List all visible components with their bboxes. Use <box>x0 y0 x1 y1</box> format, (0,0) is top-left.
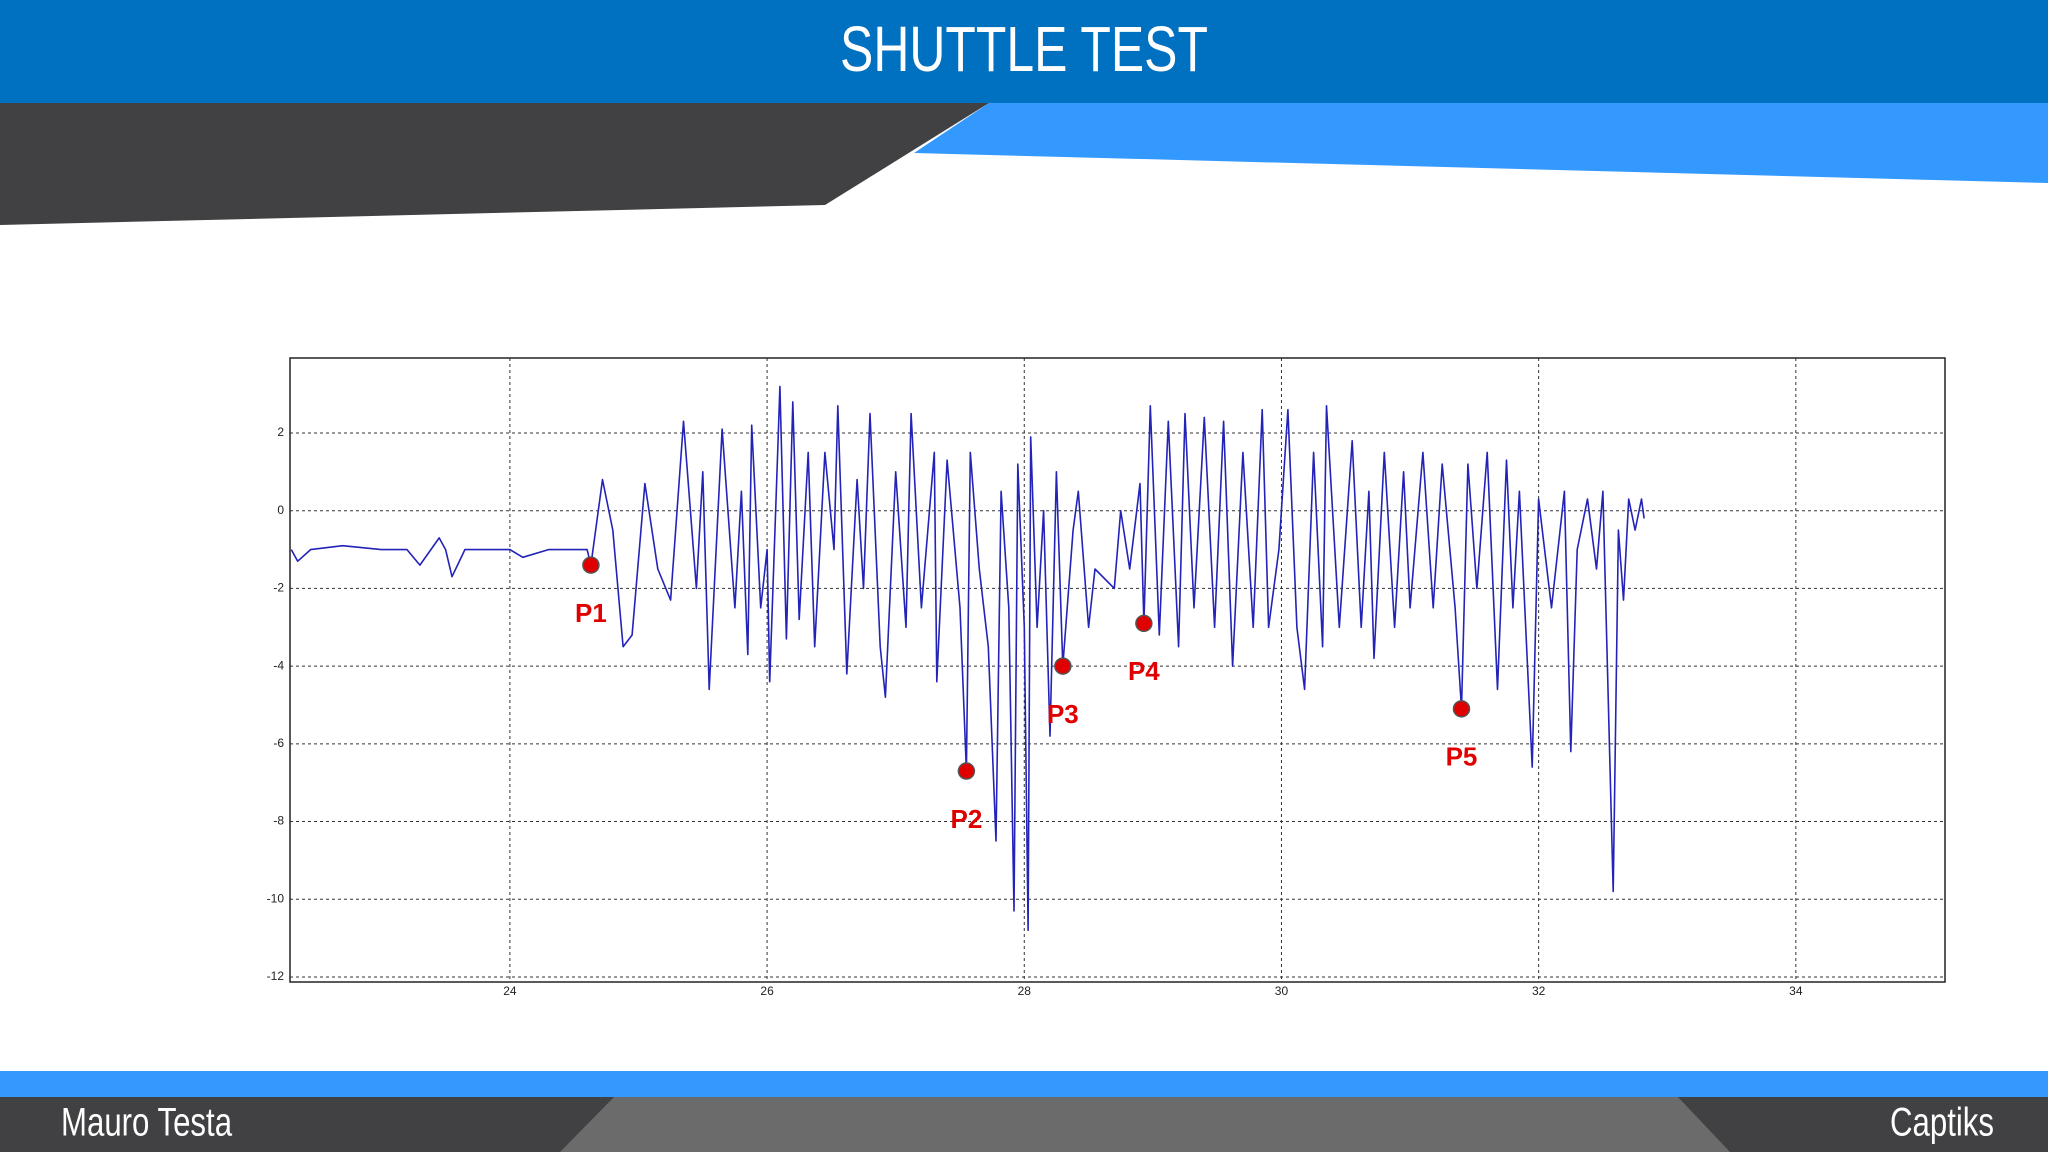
x-tick-label: 28 <box>1018 984 1032 998</box>
event-label: P3 <box>1047 699 1079 729</box>
footer-center <box>560 1097 1730 1152</box>
footer-right: Captiks <box>1890 1100 1994 1145</box>
y-tick-label: -6 <box>273 736 284 750</box>
y-tick-label: -4 <box>273 658 284 672</box>
y-tick-label: -8 <box>273 814 284 828</box>
event-marker <box>1054 657 1072 675</box>
event-label: P5 <box>1446 742 1478 772</box>
y-tick-label: -10 <box>267 891 285 905</box>
plot: 2 0 -2 -4 -6 -8 -10 -12 24 26 28 30 32 34 P1 P2 P3 P4 P5 <box>267 357 1946 998</box>
footer-band <box>0 1071 2048 1097</box>
event-marker <box>582 556 600 574</box>
header-dark <box>0 103 989 225</box>
plot-border <box>289 357 1946 983</box>
y-tick-label: 2 <box>277 425 284 439</box>
event-label: P2 <box>950 804 982 834</box>
x-tick-label: 32 <box>1532 984 1546 998</box>
x-tick-label: 26 <box>760 984 774 998</box>
plot-area <box>290 358 1945 982</box>
x-tick-label: 24 <box>503 984 517 998</box>
footer-left: Mauro Testa <box>61 1100 232 1145</box>
header-bar <box>0 0 2048 103</box>
event-marker <box>957 762 976 780</box>
signal-line <box>290 385 1645 932</box>
x-tick-label: 30 <box>1275 984 1289 998</box>
y-tick-label: -12 <box>267 969 285 983</box>
event-label: P1 <box>575 598 607 628</box>
event-marker <box>1135 614 1153 633</box>
slide-title: SHUTTLE TEST <box>840 14 1208 85</box>
y-tick-label: -2 <box>273 581 284 595</box>
x-tick-label: 34 <box>1789 984 1803 998</box>
event-marker <box>1452 700 1471 718</box>
event-label: P4 <box>1128 656 1160 686</box>
header-band <box>914 103 2048 183</box>
y-tick-label: 0 <box>277 503 284 517</box>
